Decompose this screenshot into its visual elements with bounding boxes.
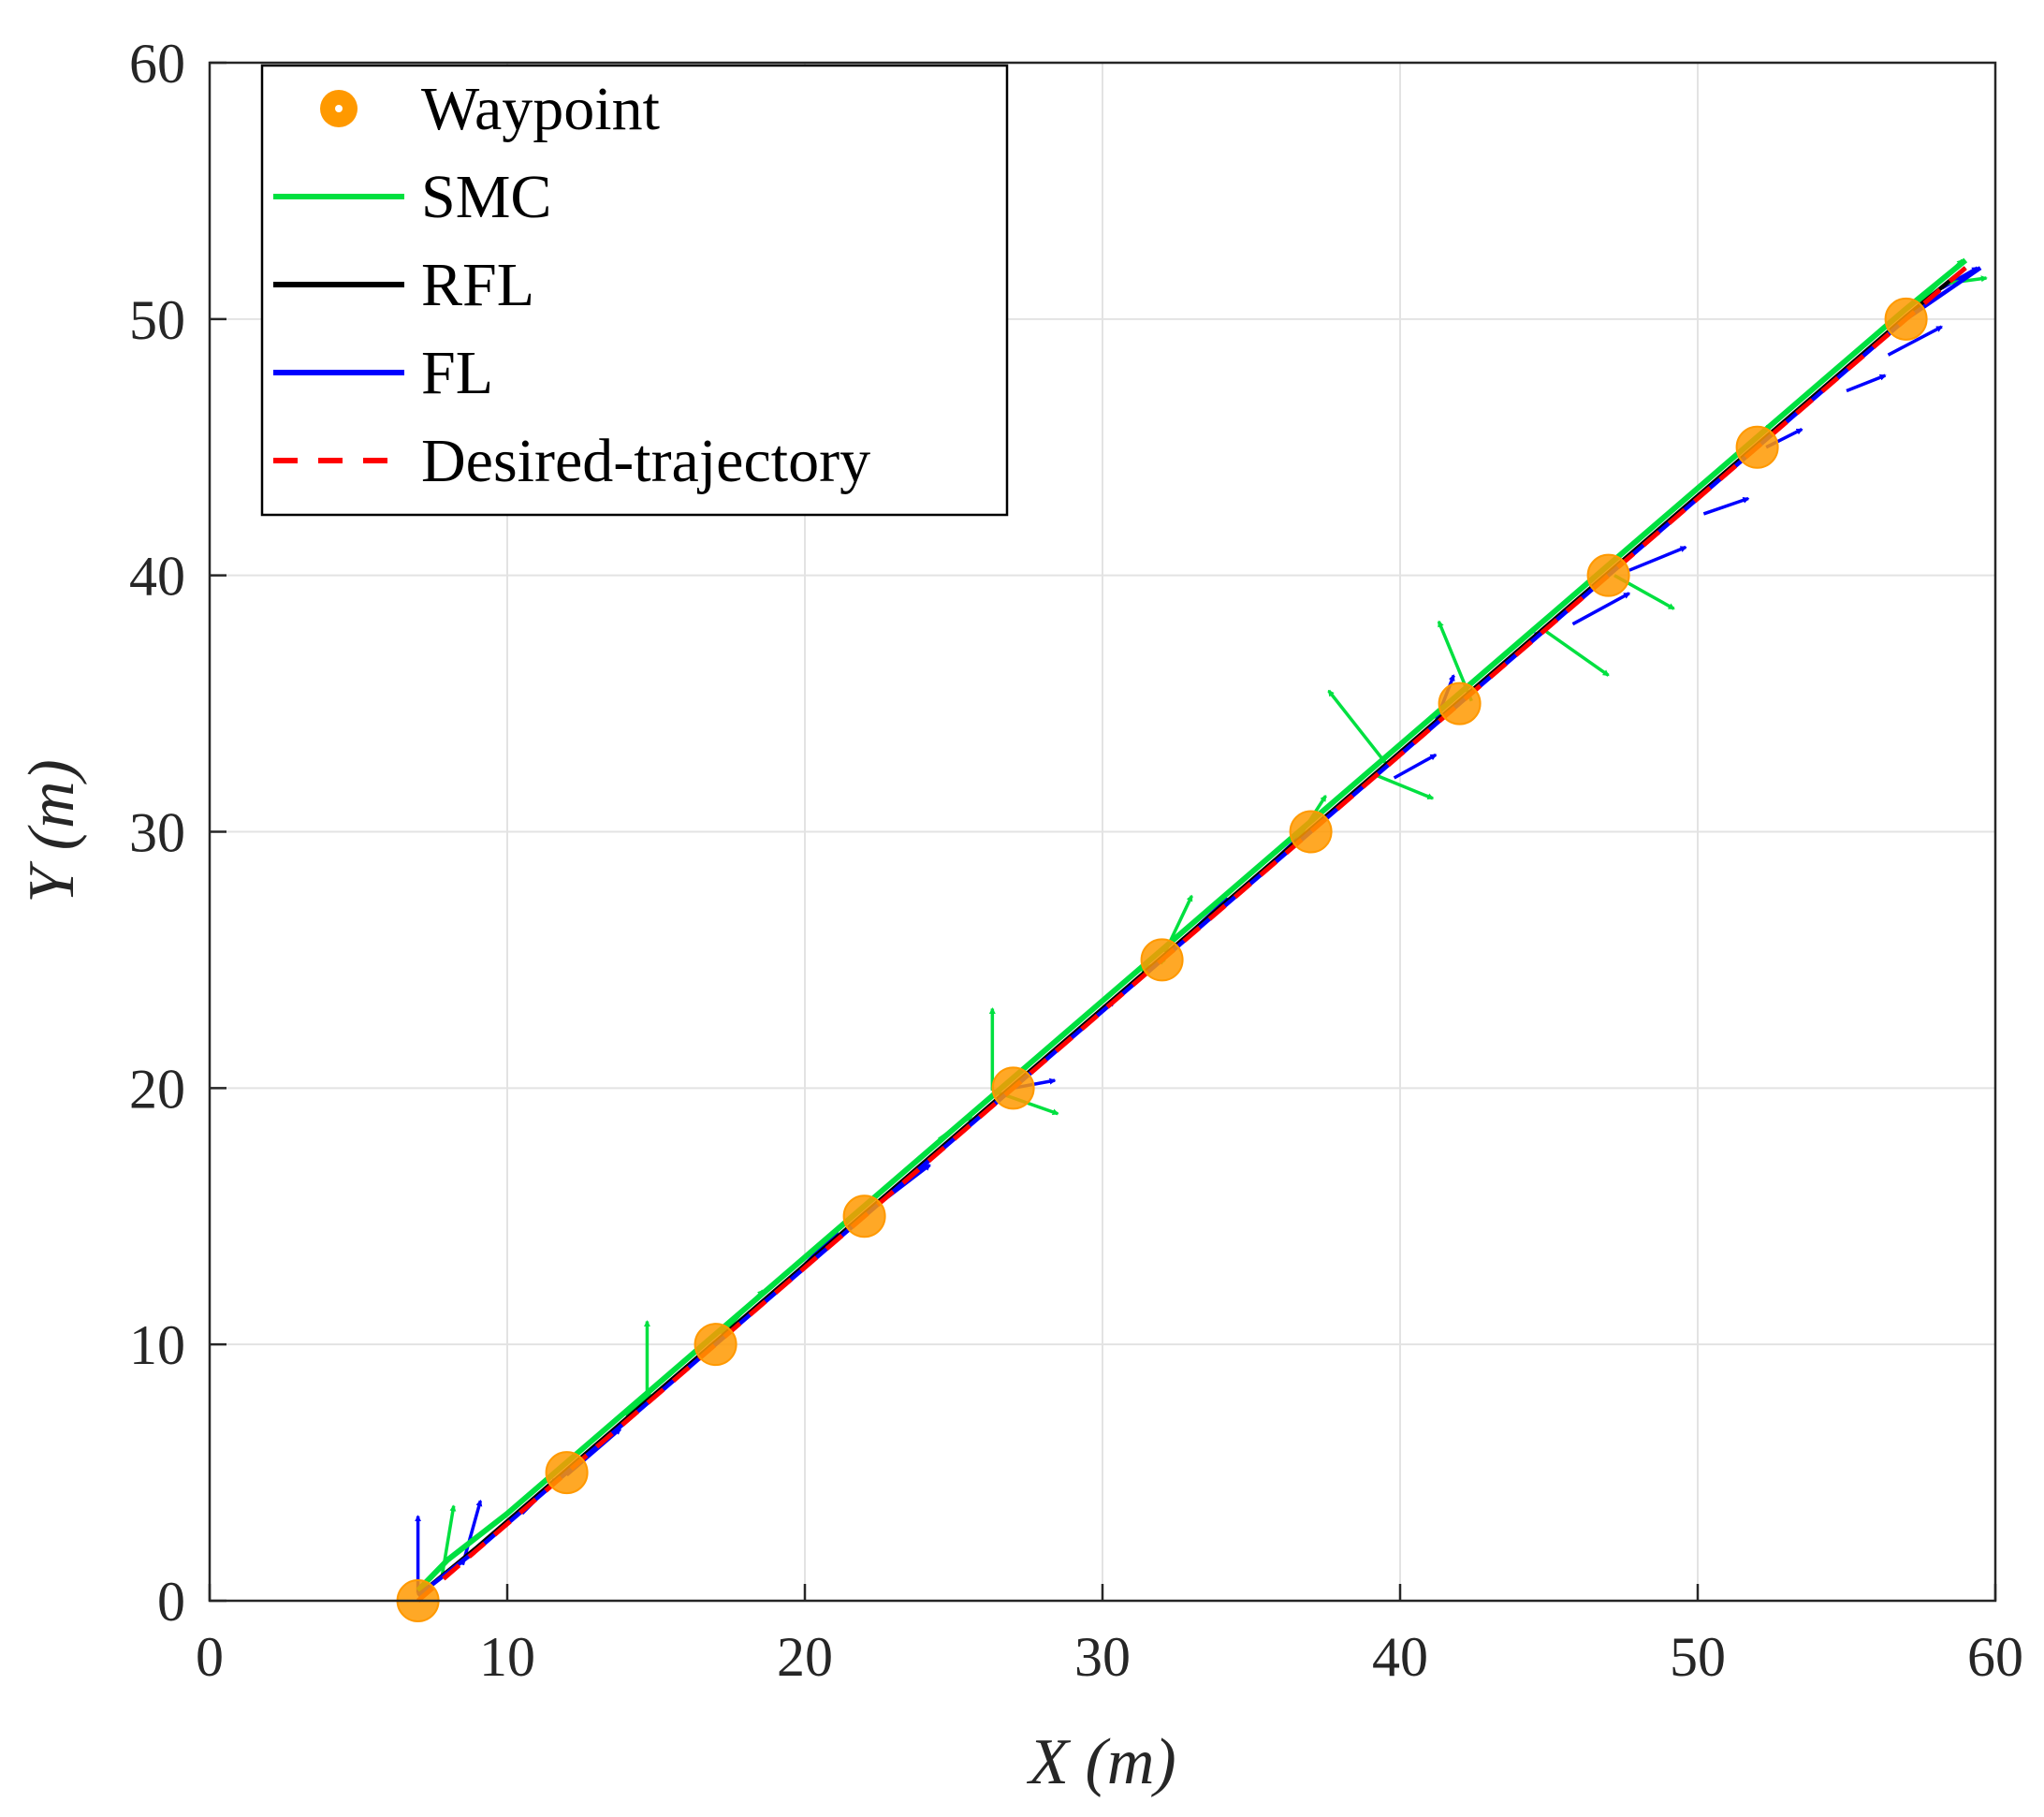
y-tick-label: 20: [129, 1058, 185, 1120]
y-tick-label: 40: [129, 546, 185, 608]
legend-label: Desired-trajectory: [421, 427, 870, 495]
x-tick-label: 30: [1074, 1626, 1131, 1688]
orientation-arrow-green: [1541, 627, 1610, 677]
waypoint-marker: [1884, 297, 1928, 341]
x-tick-label: 50: [1670, 1626, 1726, 1688]
y-axis-label: Y (m): [16, 759, 88, 903]
x-tick-label: 10: [479, 1626, 535, 1688]
y-tick-label: 0: [157, 1571, 185, 1633]
ticks: 0 10 20 30 40 50 60 0 10 20 30 40 50 60: [129, 33, 2023, 1688]
x-tick-label: 40: [1372, 1626, 1428, 1688]
waypoint-marker: [545, 1451, 589, 1495]
legend-label: SMC: [421, 163, 551, 231]
y-tick-label: 60: [129, 33, 185, 95]
waypoint-marker: [1735, 425, 1779, 469]
orientation-arrow-blue: [1702, 496, 1750, 516]
x-tick-label: 20: [777, 1626, 833, 1688]
y-tick-label: 30: [129, 802, 185, 864]
waypoint-marker: [1586, 553, 1630, 597]
legend-waypoint-swatch-center: [335, 105, 343, 112]
orientation-arrow-green: [1375, 773, 1435, 800]
x-tick-label: 60: [1967, 1626, 2023, 1688]
orientation-arrow-green: [1327, 689, 1387, 764]
waypoint-marker: [694, 1323, 737, 1367]
waypoint-marker: [1438, 681, 1482, 725]
y-tick-label: 50: [129, 289, 185, 351]
orientation-arrow-blue: [1887, 325, 1943, 357]
legend-label: FL: [421, 339, 493, 407]
orientation-arrow-blue: [1846, 374, 1887, 393]
waypoint-marker: [842, 1194, 886, 1238]
legend-label: Waypoint: [421, 75, 660, 143]
x-tick-label: 0: [196, 1626, 224, 1688]
x-axis-label: X (m): [1026, 1726, 1175, 1798]
legend-label: RFL: [421, 251, 534, 319]
waypoint-marker: [1140, 938, 1184, 982]
orientation-arrow-green: [1947, 275, 1988, 286]
waypoint-marker: [1289, 810, 1333, 854]
y-tick-label: 10: [129, 1314, 185, 1376]
orientation-arrow-blue: [1393, 753, 1438, 780]
orientation-arrow-blue: [1571, 592, 1631, 626]
grid: [210, 63, 1995, 1601]
legend: Waypoint SMC RFL FL Desired-trajectory: [260, 64, 1009, 517]
waypoint-marker: [991, 1066, 1035, 1110]
series-line-desired-trajectory: [416, 266, 1967, 1603]
orientation-arrow-blue: [1628, 545, 1687, 572]
legend-box: [260, 64, 1009, 517]
